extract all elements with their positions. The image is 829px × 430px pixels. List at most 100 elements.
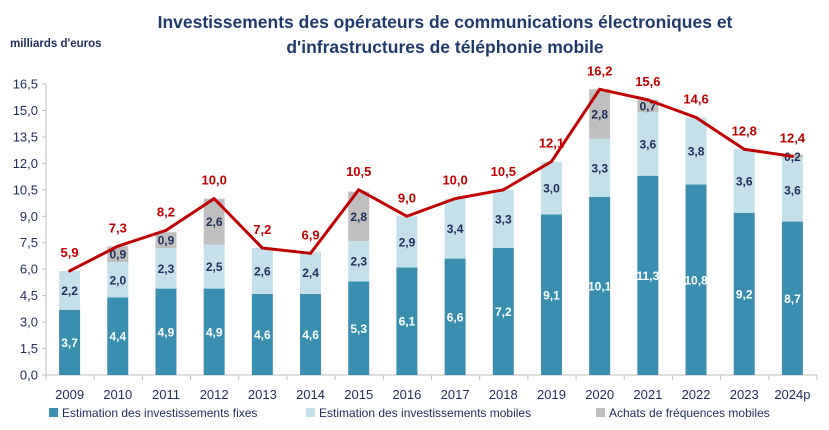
- total-label: 7,3: [109, 220, 127, 235]
- y-tick-label: 4,5: [20, 288, 38, 303]
- bar-segment-fixes: [685, 184, 707, 375]
- data-label: 3,6: [640, 137, 657, 151]
- x-tick-label: 2012: [200, 387, 229, 402]
- total-label: 9,0: [398, 190, 416, 205]
- data-label: 0,9: [109, 248, 126, 262]
- bar-segment-mobiles: [251, 248, 273, 294]
- data-label: 9,1: [543, 288, 560, 302]
- total-line: [68, 87, 793, 273]
- total-point: [260, 246, 264, 250]
- y-tick-label: 9,0: [20, 209, 38, 224]
- chart-title-line-2: d'infrastructures de téléphonie mobile: [286, 37, 604, 57]
- total-label: 10,5: [346, 164, 371, 179]
- y-tick-label: 16,5: [13, 77, 38, 92]
- bar-segment-fixes: [589, 196, 611, 375]
- y-tick-label: 13,5: [13, 129, 38, 144]
- x-tick-label: 2024p: [774, 387, 810, 402]
- x-tick-label: 2019: [537, 387, 566, 402]
- total-label: 7,2: [253, 222, 271, 237]
- data-label: 6,6: [447, 310, 464, 324]
- bar-segment-fixes: [251, 293, 273, 375]
- total-point: [694, 116, 698, 120]
- bar-segment-mobiles: [733, 149, 755, 213]
- total-point: [453, 197, 457, 201]
- bar-segment-fixes: [300, 293, 322, 375]
- y-tick-label: 10,5: [13, 182, 38, 197]
- data-label: 2,3: [158, 262, 175, 276]
- legend-label: Achats de fréquences mobiles: [609, 406, 770, 420]
- total-label: 10,0: [442, 173, 467, 188]
- x-tick-label: 2022: [682, 387, 711, 402]
- legend-swatch: [596, 408, 605, 417]
- data-label: 2,6: [206, 215, 223, 229]
- total-point: [68, 269, 72, 273]
- bar-segment-fixes: [492, 248, 514, 375]
- data-label: 2,5: [206, 260, 223, 274]
- data-label: 0,9: [158, 234, 175, 248]
- data-label: 3,4: [447, 222, 464, 236]
- x-tick-label: 2014: [296, 387, 325, 402]
- y-tick-label: 7,5: [20, 235, 38, 250]
- data-label: 2,8: [350, 210, 367, 224]
- bar-segment-mobiles: [155, 248, 177, 289]
- total-point: [501, 188, 505, 192]
- x-tick-label: 2009: [55, 387, 84, 402]
- bar-segment-frequences: [155, 232, 177, 249]
- data-label: 3,0: [543, 182, 560, 196]
- total-point: [549, 160, 553, 164]
- bar-segment-mobiles: [348, 240, 370, 282]
- data-label: 3,8: [688, 145, 705, 159]
- bar-segment-fixes: [155, 288, 177, 375]
- data-label: 3,7: [61, 336, 78, 350]
- data-label: 2,3: [350, 255, 367, 269]
- bar-segment-mobiles: [203, 244, 225, 289]
- data-label: 3,3: [495, 212, 512, 226]
- data-label: 4,9: [158, 325, 175, 339]
- bar-segment-fixes: [396, 267, 418, 375]
- bar-segment-fixes: [59, 309, 81, 375]
- total-point: [790, 154, 794, 158]
- bar-segment-fixes: [733, 212, 755, 375]
- y-tick-label: 3,0: [20, 315, 38, 330]
- x-tick-label: 2010: [103, 387, 132, 402]
- bar-segment-mobiles: [685, 117, 707, 185]
- data-label: 8,7: [784, 292, 801, 306]
- bar-segment-fixes: [348, 281, 370, 375]
- bar-segment-mobiles: [589, 138, 611, 197]
- bar-segment-fixes: [107, 297, 129, 375]
- total-point: [309, 251, 313, 255]
- bar-segment-mobiles: [396, 216, 418, 268]
- bar-segment-mobiles: [107, 262, 129, 298]
- data-label: 3,6: [784, 183, 801, 197]
- legend-swatch: [306, 408, 315, 417]
- data-label: 3,6: [736, 175, 753, 189]
- y-tick-label: 1,5: [20, 341, 38, 356]
- total-point: [598, 87, 602, 91]
- bar-segment-fixes: [540, 214, 562, 375]
- bar-segment-fixes: [203, 288, 225, 375]
- bar-segment-fixes: [444, 258, 466, 375]
- bar-segment-mobiles: [540, 161, 562, 215]
- total-point: [405, 214, 409, 218]
- data-label: 4,6: [254, 328, 271, 342]
- total-label: 15,6: [635, 74, 660, 89]
- bar-segment-frequences: [589, 89, 611, 139]
- legend-label: Estimation des investissements fixes: [62, 406, 257, 420]
- data-label: 4,6: [302, 328, 319, 342]
- bar-segment-frequences: [203, 198, 225, 245]
- chart-title-line-1: Investissements des opérateurs de commun…: [158, 12, 733, 32]
- x-tick-label: 2021: [633, 387, 662, 402]
- total-point: [742, 147, 746, 151]
- total-label: 12,1: [539, 136, 564, 151]
- data-label: 2,6: [254, 264, 271, 278]
- data-label: 2,0: [109, 273, 126, 287]
- data-label: 11,3: [636, 269, 659, 283]
- y-axis-label: milliards d'euros: [10, 38, 102, 50]
- total-label: 14,6: [683, 92, 708, 107]
- legend-swatch: [49, 408, 58, 417]
- total-label: 6,9: [301, 227, 319, 242]
- x-tick-label: 2017: [441, 387, 470, 402]
- data-label: 10,8: [684, 273, 708, 287]
- x-tick-label: 2015: [344, 387, 373, 402]
